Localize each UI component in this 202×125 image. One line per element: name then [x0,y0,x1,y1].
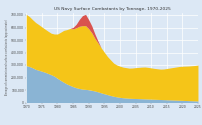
Y-axis label: Tonnage of commissioned surface combatants (approximate): Tonnage of commissioned surface combatan… [5,19,9,96]
Title: US Navy Surface Combatants by Tonnage, 1970-2025: US Navy Surface Combatants by Tonnage, 1… [54,7,170,11]
